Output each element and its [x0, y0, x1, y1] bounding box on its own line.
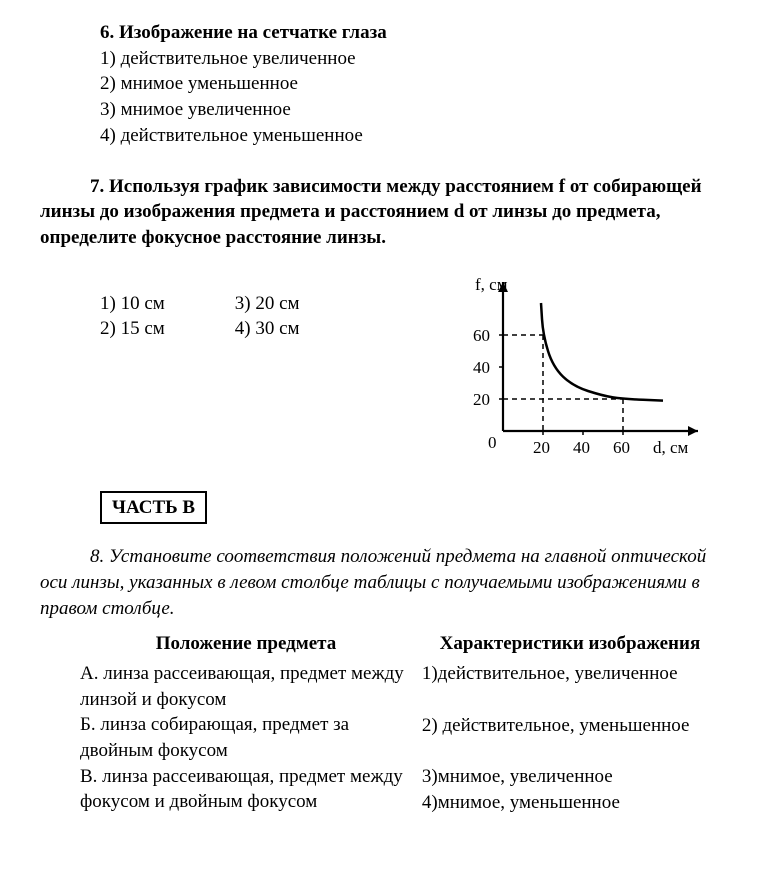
q7-block: 1) 10 см 2) 15 см 3) 20 см 4) 30 см f, с… [40, 261, 728, 461]
q6-option: 2) мнимое уменьшенное [100, 71, 728, 97]
q6-option: 4) действительное уменьшенное [100, 123, 728, 149]
q6-option: 1) действительное увеличенное [100, 46, 728, 72]
q6-option: 3) мнимое увеличенное [100, 97, 728, 123]
q8-right-item: 4)мнимое, уменьшенное [412, 790, 728, 816]
q8-text: 8. Установите соответствия положений пре… [40, 544, 728, 621]
q7-option: 2) 15 см [100, 316, 165, 342]
q7-answers: 1) 10 см 2) 15 см 3) 20 см 4) 30 см [40, 291, 300, 342]
svg-text:d, см: d, см [653, 438, 689, 457]
q8-left-head: Положение предмета [80, 631, 412, 657]
q7-title: 7. Используя график зависимости между ра… [40, 174, 728, 251]
q8-right-item: 2) действительное, уменьшенное [412, 713, 728, 739]
q7-option: 1) 10 см [100, 291, 165, 317]
svg-text:40: 40 [573, 438, 590, 457]
svg-text:60: 60 [473, 326, 490, 345]
q8-left-item: Б. линза собирающая, предмет за двойным … [80, 712, 412, 763]
part-b-heading: ЧАСТЬ В [100, 491, 207, 525]
svg-text:20: 20 [473, 390, 490, 409]
q8-right-head: Характеристики изображения [412, 631, 728, 657]
svg-text:40: 40 [473, 358, 490, 377]
svg-text:0: 0 [488, 433, 497, 452]
svg-text:f, см: f, см [475, 275, 508, 294]
svg-text:20: 20 [533, 438, 550, 457]
q7-chart: f, см d, см 0 20 40 60 20 40 60 [458, 261, 718, 461]
q7-option: 4) 30 см [235, 316, 300, 342]
q8-left-item: А. линза рассеивающая, предмет между лин… [80, 661, 412, 712]
q6-title: 6. Изображение на сетчатке глаза [100, 20, 728, 46]
q8-right-item: 3)мнимое, увеличенное [412, 764, 728, 790]
svg-text:60: 60 [613, 438, 630, 457]
q8-right-item: 1)действительное, увеличенное [412, 661, 728, 687]
q7-option: 3) 20 см [235, 291, 300, 317]
q8-left-item: В. линза рассеивающая, предмет между фок… [80, 764, 412, 815]
q8-columns: Положение предмета А. линза рассеивающая… [40, 631, 728, 815]
